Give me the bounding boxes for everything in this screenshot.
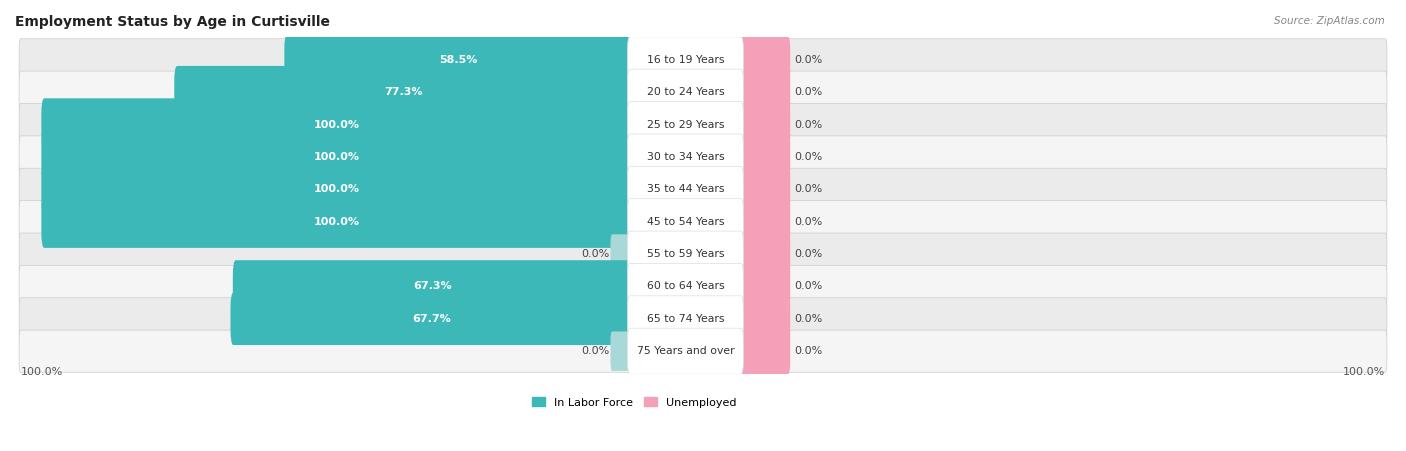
Text: 100.0%: 100.0% [314, 216, 360, 227]
FancyBboxPatch shape [610, 331, 631, 371]
FancyBboxPatch shape [41, 163, 633, 216]
FancyBboxPatch shape [738, 199, 790, 244]
Text: 60 to 64 Years: 60 to 64 Years [647, 281, 724, 291]
Text: 77.3%: 77.3% [384, 87, 423, 97]
FancyBboxPatch shape [20, 136, 1386, 178]
FancyBboxPatch shape [627, 328, 744, 374]
FancyBboxPatch shape [738, 37, 790, 83]
Text: 0.0%: 0.0% [581, 249, 609, 259]
FancyBboxPatch shape [610, 235, 631, 274]
Text: 75 Years and over: 75 Years and over [637, 346, 734, 356]
FancyBboxPatch shape [20, 233, 1386, 275]
Text: 100.0%: 100.0% [314, 152, 360, 162]
FancyBboxPatch shape [20, 201, 1386, 243]
Text: 67.3%: 67.3% [413, 281, 453, 291]
Text: 55 to 59 Years: 55 to 59 Years [647, 249, 724, 259]
Text: 65 to 74 Years: 65 to 74 Years [647, 314, 724, 324]
Text: 35 to 44 Years: 35 to 44 Years [647, 184, 724, 194]
Text: 0.0%: 0.0% [794, 55, 823, 65]
FancyBboxPatch shape [627, 263, 744, 309]
FancyBboxPatch shape [738, 263, 790, 309]
Text: 0.0%: 0.0% [794, 281, 823, 291]
FancyBboxPatch shape [41, 131, 633, 183]
FancyBboxPatch shape [627, 199, 744, 244]
Text: 0.0%: 0.0% [581, 346, 609, 356]
Text: 67.7%: 67.7% [412, 314, 451, 324]
FancyBboxPatch shape [284, 33, 633, 86]
FancyBboxPatch shape [233, 260, 633, 313]
FancyBboxPatch shape [627, 166, 744, 212]
FancyBboxPatch shape [20, 71, 1386, 113]
FancyBboxPatch shape [627, 134, 744, 180]
Legend: In Labor Force, Unemployed: In Labor Force, Unemployed [527, 393, 741, 412]
FancyBboxPatch shape [20, 168, 1386, 210]
FancyBboxPatch shape [738, 296, 790, 342]
Text: 0.0%: 0.0% [794, 216, 823, 227]
Text: 0.0%: 0.0% [794, 346, 823, 356]
FancyBboxPatch shape [738, 166, 790, 212]
Text: 100.0%: 100.0% [314, 184, 360, 194]
FancyBboxPatch shape [20, 330, 1386, 372]
FancyBboxPatch shape [231, 293, 633, 345]
Text: 25 to 29 Years: 25 to 29 Years [647, 120, 724, 129]
Text: 16 to 19 Years: 16 to 19 Years [647, 55, 724, 65]
Text: 0.0%: 0.0% [794, 314, 823, 324]
FancyBboxPatch shape [627, 69, 744, 115]
Text: Source: ZipAtlas.com: Source: ZipAtlas.com [1274, 16, 1385, 26]
Text: 30 to 34 Years: 30 to 34 Years [647, 152, 724, 162]
Text: 0.0%: 0.0% [794, 152, 823, 162]
Text: 0.0%: 0.0% [794, 87, 823, 97]
FancyBboxPatch shape [627, 37, 744, 83]
FancyBboxPatch shape [738, 134, 790, 180]
Text: 58.5%: 58.5% [439, 55, 478, 65]
FancyBboxPatch shape [41, 195, 633, 248]
Text: 0.0%: 0.0% [794, 249, 823, 259]
FancyBboxPatch shape [738, 328, 790, 374]
FancyBboxPatch shape [738, 69, 790, 115]
FancyBboxPatch shape [20, 103, 1386, 146]
FancyBboxPatch shape [627, 101, 744, 147]
FancyBboxPatch shape [20, 298, 1386, 340]
FancyBboxPatch shape [627, 296, 744, 342]
FancyBboxPatch shape [20, 39, 1386, 81]
FancyBboxPatch shape [20, 265, 1386, 308]
Text: 0.0%: 0.0% [794, 184, 823, 194]
FancyBboxPatch shape [738, 101, 790, 147]
Text: 45 to 54 Years: 45 to 54 Years [647, 216, 724, 227]
FancyBboxPatch shape [41, 98, 633, 151]
FancyBboxPatch shape [174, 66, 633, 118]
FancyBboxPatch shape [738, 231, 790, 277]
Text: 0.0%: 0.0% [794, 120, 823, 129]
Text: 20 to 24 Years: 20 to 24 Years [647, 87, 724, 97]
Text: 100.0%: 100.0% [314, 120, 360, 129]
Text: 100.0%: 100.0% [1343, 367, 1385, 377]
FancyBboxPatch shape [627, 231, 744, 277]
Text: 100.0%: 100.0% [21, 367, 63, 377]
Text: Employment Status by Age in Curtisville: Employment Status by Age in Curtisville [15, 15, 330, 29]
